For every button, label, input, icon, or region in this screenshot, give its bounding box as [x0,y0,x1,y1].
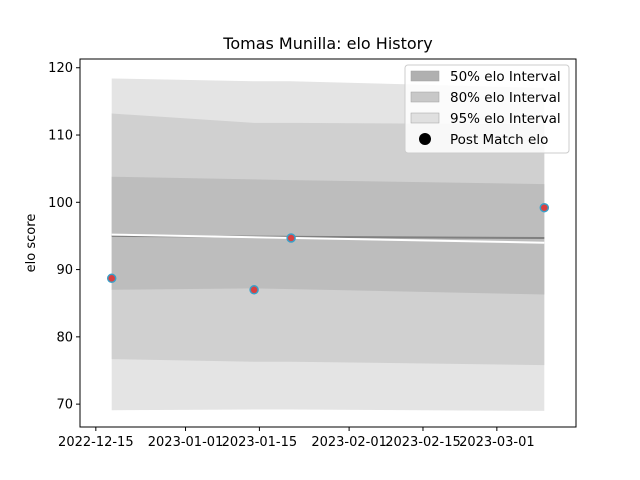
post-match-point [539,202,550,213]
legend-marker [419,133,431,145]
interval-bands [111,78,545,411]
legend-label: 50% elo Interval [450,69,561,85]
legend-swatch [410,70,440,82]
post-match-points [106,202,550,295]
band-50-interval [111,176,545,295]
post-match-point [249,285,259,295]
x-tick-label: 2023-01-15 [222,435,298,450]
plot-frame [79,58,577,428]
legend-swatch [410,91,440,103]
y-tick-label: 70 [56,398,73,413]
y-tick-label: 110 [48,129,73,144]
y-tick-label: 90 [56,263,73,278]
post-match-point [286,233,296,243]
x-tick-label: 2023-02-15 [385,435,461,450]
median-elo-line [111,233,545,244]
legend-label: Post Match elo [450,132,548,148]
legend: 50% elo Interval 80% elo Interval 95% elo … [404,64,570,154]
mean-lines [111,233,545,244]
legend-box [404,64,570,154]
y-axis-label: elo score [24,214,39,273]
post-match-point [106,273,117,284]
x-tick-label: 2023-01-01 [148,435,224,450]
legend-swatch [410,112,440,124]
x-tick-label: 2023-02-01 [311,435,387,450]
x-tick-label: 2022-12-15 [58,435,134,450]
y-tick-label: 80 [56,330,73,345]
y-tick-label: 120 [48,61,73,76]
y-tick-label: 100 [48,196,73,211]
x-tick-label: 2023-03-01 [459,435,535,450]
chart-title: Tomas Munilla: elo History [222,34,432,53]
legend-label: 80% elo Interval [450,90,561,106]
legend-label: 95% elo Interval [450,111,561,127]
